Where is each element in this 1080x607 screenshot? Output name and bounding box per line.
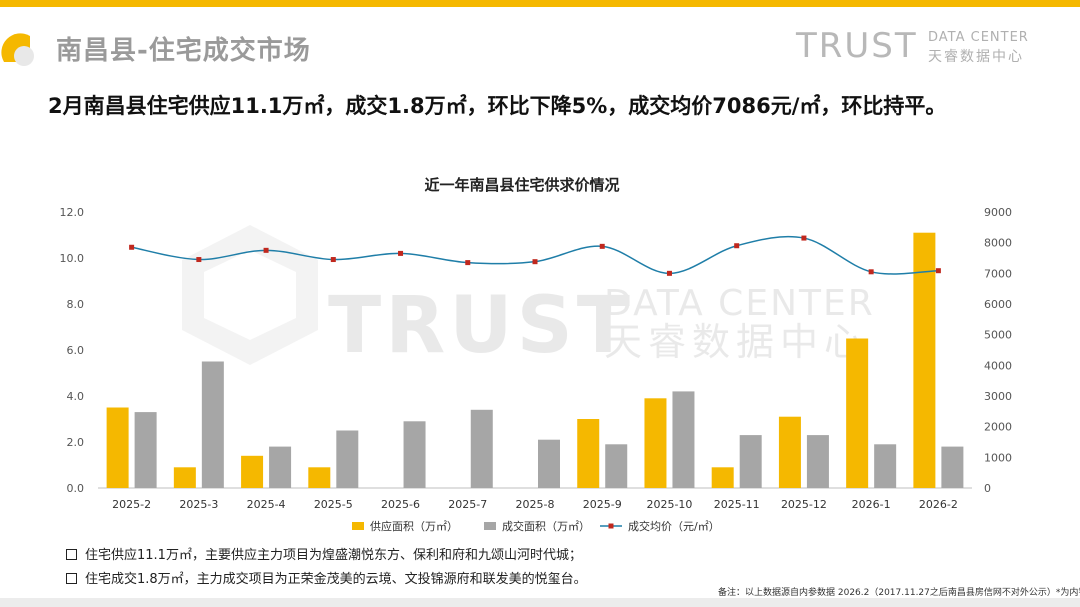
right-tick-label: 5000 <box>984 329 1012 342</box>
right-tick-label: 3000 <box>984 390 1012 403</box>
right-tick-label: 8000 <box>984 237 1012 250</box>
price-point <box>465 260 471 266</box>
left-tick-label: 8.0 <box>67 298 85 311</box>
bar-transaction <box>941 446 964 488</box>
bar-transaction <box>269 446 292 488</box>
legend-label-transaction: 成交面积（万㎡） <box>502 519 590 533</box>
note-text: 住宅供应11.1万㎡，主要供应主力项目为煌盛潮悦东方、保利和府和九颂山河时代城； <box>85 548 582 563</box>
x-tick-label: 2025-4 <box>247 498 286 511</box>
bar-supply <box>913 232 936 488</box>
watermark-en: DATA CENTER <box>604 283 875 324</box>
bar-supply <box>778 416 801 488</box>
bar-supply <box>577 419 600 488</box>
left-tick-label: 12.0 <box>60 206 85 219</box>
x-tick-label: 2025-2 <box>112 498 151 511</box>
right-tick-label: 1000 <box>984 451 1012 464</box>
supply-demand-price-chart: TRUST DATA CENTER 天睿数据中心 近一年南昌县住宅供求价情况 0… <box>60 176 1013 533</box>
bar-supply <box>846 338 869 488</box>
legend-label-price: 成交均价（元/㎡） <box>628 519 720 533</box>
x-tick-label: 2025-9 <box>583 498 622 511</box>
right-tick-label: 2000 <box>984 421 1012 434</box>
left-tick-label: 10.0 <box>60 252 85 265</box>
price-point <box>532 259 538 265</box>
price-point <box>666 270 672 276</box>
page-title: 南昌县-住宅成交市场 <box>56 36 311 66</box>
x-tick-label: 2026-1 <box>852 498 891 511</box>
top-accent-bar <box>0 0 1080 7</box>
watermark-word: TRUST <box>328 281 634 371</box>
left-tick-label: 0.0 <box>67 482 85 495</box>
x-tick-label: 2025-8 <box>516 498 555 511</box>
bar-supply <box>106 407 129 488</box>
headline-summary: 2月南昌县住宅供应11.1万㎡，成交1.8万㎡，环比下降5%，成交均价7086元… <box>48 94 947 118</box>
legend-swatch-supply <box>352 522 364 530</box>
sun-logo-icon <box>1 33 34 66</box>
x-tick-label: 2025-12 <box>781 498 827 511</box>
checkbox-icon <box>66 549 77 560</box>
price-point <box>734 243 740 249</box>
bar-transaction <box>672 391 695 488</box>
bottom-bar <box>0 598 1080 607</box>
bar-transaction <box>538 439 560 488</box>
brand-logo: TRUST DATA CENTER 天睿数据中心 <box>796 26 1036 68</box>
brand-word: TRUST <box>796 26 918 66</box>
watermark-cn: 天睿数据中心 <box>604 320 868 364</box>
x-tick-label: 2025-10 <box>646 498 692 511</box>
bar-transaction <box>201 361 224 488</box>
price-point <box>801 235 807 241</box>
bar-transaction <box>134 412 157 488</box>
x-tick-label: 2025-5 <box>314 498 353 511</box>
bar-transaction <box>605 444 628 488</box>
price-point <box>330 257 336 263</box>
legend-swatch-price-marker <box>608 523 614 529</box>
watermark: TRUST DATA CENTER 天睿数据中心 <box>182 225 875 371</box>
price-point <box>868 269 874 275</box>
note-text: 住宅成交1.8万㎡，主力成交项目为正荣金茂美的云境、文投锦源府和联发美的悦玺台。 <box>85 572 587 587</box>
checkbox-icon <box>66 573 77 584</box>
left-tick-label: 4.0 <box>67 390 85 403</box>
x-tick-label: 2026-2 <box>919 498 958 511</box>
right-tick-label: 4000 <box>984 359 1012 372</box>
right-tick-label: 9000 <box>984 206 1012 219</box>
x-tick-label: 2025-6 <box>381 498 420 511</box>
bar-supply <box>308 467 331 488</box>
price-point <box>935 268 941 274</box>
left-tick-label: 2.0 <box>67 436 85 449</box>
right-tick-label: 0 <box>984 482 991 495</box>
bar-transaction <box>470 409 493 488</box>
bar-supply <box>173 467 196 488</box>
price-point <box>599 243 605 249</box>
bar-supply <box>711 467 734 488</box>
bar-transaction <box>403 421 426 488</box>
legend-label-supply: 供应面积（万㎡） <box>370 519 458 533</box>
brand-en: DATA CENTER <box>928 30 1029 45</box>
price-point <box>129 244 135 250</box>
right-tick-label: 6000 <box>984 298 1012 311</box>
price-point <box>398 250 404 256</box>
left-tick-label: 6.0 <box>67 344 85 357</box>
bar-transaction <box>336 430 359 488</box>
brand-cn: 天睿数据中心 <box>928 49 1024 65</box>
bar-transaction <box>806 435 829 488</box>
right-tick-label: 7000 <box>984 267 1012 280</box>
note-item-transaction: 住宅成交1.8万㎡，主力成交项目为正荣金茂美的云境、文投锦源府和联发美的悦玺台。 <box>66 570 587 594</box>
bar-supply <box>241 455 264 488</box>
bar-supply <box>644 398 667 488</box>
bar-transaction <box>874 444 897 488</box>
notes-list: 住宅供应11.1万㎡，主要供应主力项目为煌盛潮悦东方、保利和府和九颂山河时代城；… <box>66 546 587 594</box>
price-point <box>263 247 269 253</box>
note-item-supply: 住宅供应11.1万㎡，主要供应主力项目为煌盛潮悦东方、保利和府和九颂山河时代城； <box>66 546 587 570</box>
x-tick-label: 2025-11 <box>714 498 760 511</box>
x-tick-label: 2025-3 <box>179 498 218 511</box>
price-point <box>196 257 202 263</box>
x-tick-label: 2025-7 <box>448 498 487 511</box>
chart-title: 近一年南昌县住宅供求价情况 <box>424 176 619 194</box>
source-footnote: 备注：以上数据源自内参数据 2026.2（2017.11.27之后南昌县房信网不… <box>718 588 1080 598</box>
bar-transaction <box>739 435 762 488</box>
legend-swatch-transaction <box>484 522 496 530</box>
